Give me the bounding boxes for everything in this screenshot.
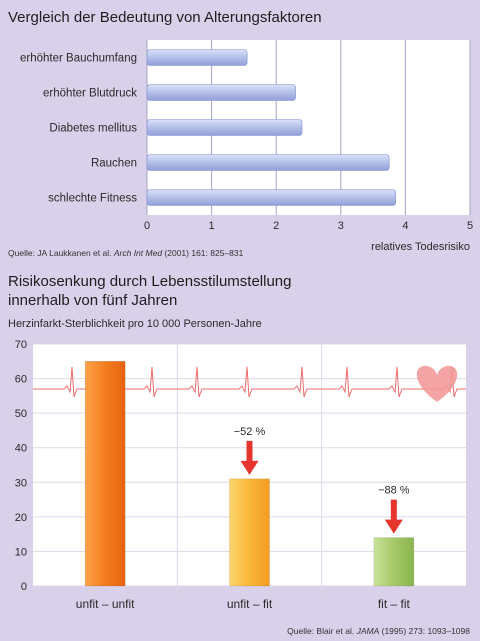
chart2-y-tick-label: 70 (15, 339, 27, 351)
chart1-svg: erhöhter Bauchumfang erhöhter Blutdruck Di… (20, 40, 473, 253)
chart2-y-tick-label: 20 (15, 512, 27, 524)
chart1-x-tick-label: 2 (273, 220, 279, 232)
chart1-x-axis-label: relatives Todesrisiko (371, 241, 470, 253)
chart1-category-label: Diabetes mellitus (49, 123, 137, 135)
chart2-source: Quelle: Blair et al. JAMA (1995) 273: 10… (287, 626, 470, 636)
chart1-bar (146, 119, 303, 136)
chart2-category-label: unfit – fit (227, 597, 273, 611)
chart1-category-label: Rauchen (91, 158, 137, 170)
chart2-bar (373, 537, 415, 587)
heart-icon (416, 365, 458, 402)
chart2-reduction-label: −88 % (378, 485, 410, 497)
chart1-x-tick-label: 4 (402, 220, 408, 232)
chart1-category-label: schlechte Fitness (48, 193, 137, 205)
chart2-y-tick-label: 40 (15, 443, 27, 455)
chart1-source-prefix: Quelle: JA Laukkanen et al. (8, 248, 114, 258)
chart1-x-tick-label: 5 (467, 220, 473, 232)
chart1-bar (146, 154, 390, 171)
chart2-y-tick-label: 0 (21, 581, 27, 593)
chart1-source: Quelle: JA Laukkanen et al. Arch Int Med… (8, 248, 243, 258)
chart2-category-label: fit – fit (378, 597, 411, 611)
down-arrow-icon (240, 440, 259, 475)
chart2-bar (84, 360, 126, 587)
chart2-y-tick-label: 50 (15, 408, 27, 420)
chart1-source-suffix: (2001) 161: 825–831 (162, 248, 244, 258)
chart1-title: Vergleich der Bedeutung von Alterungsfak… (8, 9, 322, 26)
chart2-bar (229, 478, 270, 587)
chart2-y-tick-label: 30 (15, 477, 27, 489)
chart2-title: Risikosenkung durch Lebensstilumstellung… (8, 272, 292, 310)
chart2-y-tick-label: 10 (15, 546, 27, 558)
chart2-source-suffix: (1995) 273: 1093–1098 (379, 626, 470, 636)
chart1-bar (146, 49, 248, 66)
chart2-reduction-label: −52 % (234, 426, 266, 438)
chart2-source-journal: JAMA (356, 626, 380, 636)
chart2-y-tick-label: 60 (15, 374, 27, 386)
chart1-x-tick-label: 3 (338, 220, 344, 232)
chart2-category-label: unfit – unfit (76, 597, 135, 611)
chart1-bar (146, 84, 296, 101)
chart1-category-label: erhöhter Blutdruck (43, 88, 137, 100)
chart2-y-axis-title: Herzinfarkt-Sterblichkeit pro 10 000 Per… (8, 318, 262, 330)
chart1-category-label: erhöhter Bauchumfang (20, 53, 137, 65)
chart1-bar (146, 189, 397, 206)
chart2-title-line2: innerhalb von fünf Jahren (8, 292, 178, 309)
chart1-x-tick-label: 1 (209, 220, 215, 232)
chart1-source-journal: Arch Int Med (113, 248, 163, 258)
down-arrow-icon (384, 499, 403, 534)
chart2-source-prefix: Quelle: Blair et al. (287, 626, 357, 636)
chart1-x-tick-label: 0 (144, 220, 150, 232)
chart2-title-line1: Risikosenkung durch Lebensstilumstellung (8, 273, 292, 290)
